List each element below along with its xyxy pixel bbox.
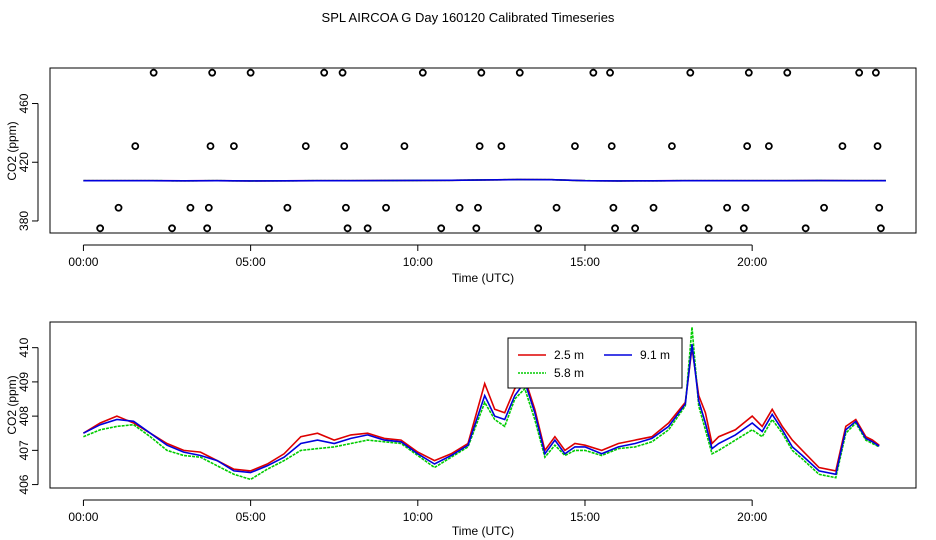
series-line-5.8m bbox=[83, 327, 880, 481]
y-tick-label: 420 bbox=[17, 152, 31, 172]
legend-label-9.1m: 9.1 m bbox=[640, 348, 670, 362]
y-tick-label: 409 bbox=[17, 372, 31, 392]
x-tick-label: 10:00 bbox=[403, 510, 433, 524]
data-point-marker bbox=[474, 203, 482, 212]
data-point-marker bbox=[186, 203, 195, 212]
data-point-marker bbox=[820, 203, 828, 212]
data-point-marker bbox=[739, 224, 748, 233]
y-tick-label: 410 bbox=[17, 337, 31, 357]
y-tick-label: 408 bbox=[17, 406, 31, 426]
data-point-marker bbox=[204, 203, 213, 212]
top-panel: 00:00 05:00 10:00 15:00 20:00 380 420 460 Time… bbox=[5, 67, 917, 285]
x-tick-label: 05:00 bbox=[236, 255, 266, 269]
data-point-marker bbox=[744, 68, 753, 77]
data-point-marker bbox=[743, 142, 752, 150]
data-point-marker bbox=[838, 142, 847, 150]
data-point-marker bbox=[472, 224, 481, 233]
bottom-y-axis-label: CO2 (ppm) bbox=[5, 375, 19, 434]
data-point-marker bbox=[611, 224, 619, 233]
data-point-marker bbox=[363, 224, 372, 233]
data-point-marker bbox=[342, 203, 350, 212]
data-point-marker bbox=[686, 68, 695, 77]
data-point-marker bbox=[475, 142, 484, 150]
data-point-marker bbox=[96, 224, 105, 233]
legend: 2.5 m 9.1 m 5.8 m bbox=[507, 337, 683, 389]
data-point-marker bbox=[552, 203, 561, 212]
data-point-marker bbox=[631, 224, 640, 233]
data-point-marker bbox=[246, 68, 255, 77]
data-point-marker bbox=[149, 68, 158, 77]
x-tick-label: 20:00 bbox=[737, 255, 767, 269]
data-point-marker bbox=[609, 203, 618, 212]
data-point-marker bbox=[607, 142, 616, 150]
bottom-panel: 00:00 05:00 10:00 15:00 20:00 406 407 408 409 41… bbox=[5, 321, 917, 538]
x-tick-label: 05:00 bbox=[236, 510, 266, 524]
data-point-marker bbox=[571, 142, 579, 150]
legend-label-2.5m: 2.5 m bbox=[554, 348, 584, 362]
data-point-marker bbox=[382, 203, 390, 212]
data-point-marker bbox=[873, 142, 882, 150]
data-point-marker bbox=[783, 68, 792, 77]
data-point-marker bbox=[114, 203, 123, 212]
data-point-marker bbox=[855, 68, 864, 77]
top-plot-frame bbox=[49, 67, 917, 234]
data-point-marker bbox=[741, 203, 750, 212]
series-line-2.5m bbox=[82, 347, 880, 472]
data-point-marker bbox=[343, 224, 352, 233]
bottom-x-axis-label: Time (UTC) bbox=[452, 524, 514, 538]
data-point-marker bbox=[338, 68, 347, 77]
data-point-marker bbox=[265, 224, 273, 233]
legend-label-5.8m: 5.8 m bbox=[554, 366, 584, 380]
data-point-marker bbox=[320, 68, 329, 77]
data-point-marker bbox=[515, 68, 524, 77]
x-tick-label: 15:00 bbox=[570, 510, 600, 524]
y-tick-label: 380 bbox=[17, 211, 31, 231]
top-y-axis-label: CO2 (ppm) bbox=[5, 121, 19, 180]
data-point-marker bbox=[875, 203, 884, 212]
data-point-marker bbox=[801, 224, 810, 233]
x-tick-label: 20:00 bbox=[737, 510, 767, 524]
data-point-marker bbox=[340, 142, 349, 150]
data-point-marker bbox=[131, 142, 140, 150]
figure-title: SPL AIRCOA G Day 160120 Calibrated Times… bbox=[322, 10, 615, 25]
data-point-marker bbox=[400, 142, 409, 150]
data-point-marker bbox=[668, 142, 676, 150]
data-point-marker bbox=[477, 68, 486, 77]
data-point-marker bbox=[437, 224, 446, 233]
x-tick-label: 00:00 bbox=[68, 510, 98, 524]
y-tick-label: 407 bbox=[17, 440, 31, 460]
series-line-9.1m bbox=[83, 178, 886, 182]
data-point-marker bbox=[589, 68, 598, 77]
top-x-axis-label: Time (UTC) bbox=[452, 271, 514, 285]
data-point-marker bbox=[704, 224, 713, 233]
data-point-marker bbox=[723, 203, 731, 212]
data-point-marker bbox=[229, 142, 238, 150]
series-line-9.1m bbox=[83, 344, 880, 476]
data-point-marker bbox=[455, 203, 464, 212]
data-point-marker bbox=[497, 142, 506, 150]
y-tick-label: 406 bbox=[17, 474, 31, 494]
data-point-marker bbox=[606, 68, 614, 77]
data-point-marker bbox=[764, 142, 773, 150]
x-tick-label: 15:00 bbox=[570, 255, 600, 269]
x-tick-label: 10:00 bbox=[403, 255, 433, 269]
data-point-marker bbox=[168, 224, 176, 233]
x-tick-label: 00:00 bbox=[68, 255, 98, 269]
data-point-marker bbox=[203, 224, 212, 233]
y-tick-label: 460 bbox=[17, 93, 31, 113]
data-point-marker bbox=[876, 224, 885, 233]
data-point-marker bbox=[871, 68, 880, 77]
data-point-marker bbox=[534, 224, 543, 233]
legend-box bbox=[507, 337, 683, 389]
bottom-plot-frame bbox=[49, 321, 917, 489]
data-point-marker bbox=[283, 203, 292, 212]
data-point-marker bbox=[418, 68, 427, 77]
data-point-marker bbox=[208, 68, 217, 77]
data-point-marker bbox=[649, 203, 658, 212]
data-point-marker bbox=[206, 142, 215, 150]
data-point-marker bbox=[301, 142, 310, 150]
